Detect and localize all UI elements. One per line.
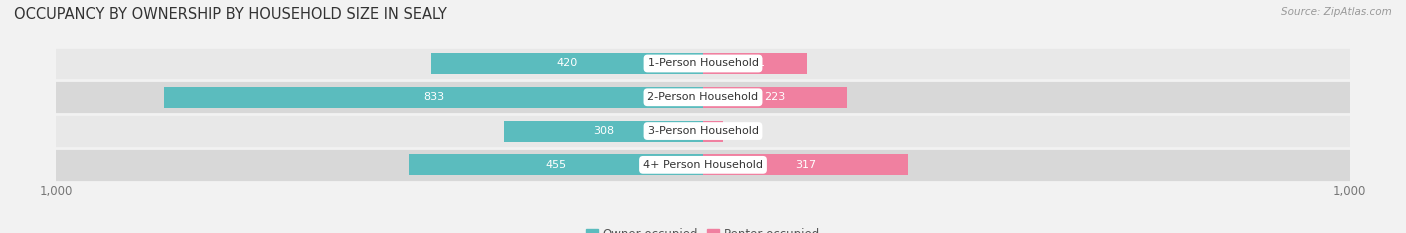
Bar xyxy=(432,53,703,74)
Text: 31: 31 xyxy=(731,126,745,136)
Text: 223: 223 xyxy=(765,92,786,102)
Bar xyxy=(165,87,703,108)
Text: 455: 455 xyxy=(546,160,567,170)
Text: 1-Person Household: 1-Person Household xyxy=(648,58,758,69)
Bar xyxy=(503,121,703,141)
Text: 420: 420 xyxy=(557,58,578,69)
Text: 2-Person Household: 2-Person Household xyxy=(647,92,759,102)
Text: 3-Person Household: 3-Person Household xyxy=(648,126,758,136)
Text: 308: 308 xyxy=(593,126,614,136)
Bar xyxy=(56,80,1350,114)
Bar xyxy=(56,148,1350,182)
Text: OCCUPANCY BY OWNERSHIP BY HOUSEHOLD SIZE IN SEALY: OCCUPANCY BY OWNERSHIP BY HOUSEHOLD SIZE… xyxy=(14,7,447,22)
Text: 833: 833 xyxy=(423,92,444,102)
Text: 317: 317 xyxy=(794,160,815,170)
Bar xyxy=(409,154,703,175)
Text: Source: ZipAtlas.com: Source: ZipAtlas.com xyxy=(1281,7,1392,17)
Bar xyxy=(703,154,908,175)
Text: 4+ Person Household: 4+ Person Household xyxy=(643,160,763,170)
Bar xyxy=(703,53,807,74)
Bar xyxy=(56,114,1350,148)
Bar xyxy=(703,121,723,141)
Bar xyxy=(56,47,1350,80)
Legend: Owner-occupied, Renter-occupied: Owner-occupied, Renter-occupied xyxy=(581,224,825,233)
Text: 161: 161 xyxy=(745,58,765,69)
Bar xyxy=(703,87,848,108)
